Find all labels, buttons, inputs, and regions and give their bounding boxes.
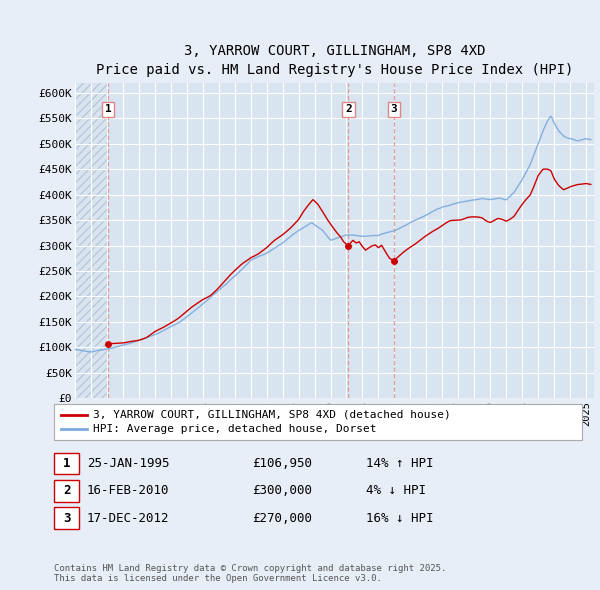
Text: 25-JAN-1995: 25-JAN-1995: [87, 457, 170, 470]
Text: HPI: Average price, detached house, Dorset: HPI: Average price, detached house, Dors…: [93, 424, 377, 434]
Text: £106,950: £106,950: [252, 457, 312, 470]
Text: 16-FEB-2010: 16-FEB-2010: [87, 484, 170, 497]
Text: 3: 3: [63, 512, 70, 525]
Text: 1: 1: [104, 104, 112, 114]
Text: 2: 2: [345, 104, 352, 114]
Text: 4% ↓ HPI: 4% ↓ HPI: [366, 484, 426, 497]
Text: 3: 3: [391, 104, 397, 114]
Text: £270,000: £270,000: [252, 512, 312, 525]
Text: 14% ↑ HPI: 14% ↑ HPI: [366, 457, 433, 470]
Text: Contains HM Land Registry data © Crown copyright and database right 2025.
This d: Contains HM Land Registry data © Crown c…: [54, 563, 446, 583]
Text: 2: 2: [63, 484, 70, 497]
Text: 3, YARROW COURT, GILLINGHAM, SP8 4XD (detached house): 3, YARROW COURT, GILLINGHAM, SP8 4XD (de…: [93, 410, 451, 419]
Text: 1: 1: [63, 457, 70, 470]
Text: £300,000: £300,000: [252, 484, 312, 497]
Text: 16% ↓ HPI: 16% ↓ HPI: [366, 512, 433, 525]
Title: 3, YARROW COURT, GILLINGHAM, SP8 4XD
Price paid vs. HM Land Registry's House Pri: 3, YARROW COURT, GILLINGHAM, SP8 4XD Pri…: [96, 44, 573, 77]
Text: 17-DEC-2012: 17-DEC-2012: [87, 512, 170, 525]
